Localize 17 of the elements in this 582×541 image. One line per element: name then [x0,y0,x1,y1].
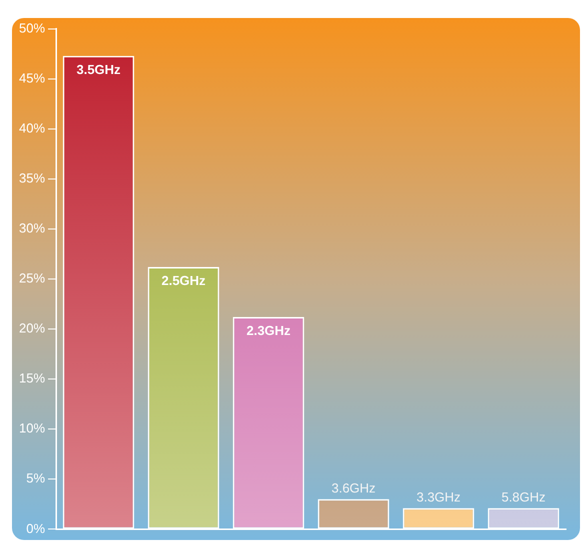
y-tick-label: 20% [18,320,46,336]
y-tick-label: 5% [26,470,46,486]
y-tick-label: 50% [18,20,46,36]
y-tick-label: 25% [18,270,46,286]
y-tick-label: 45% [18,70,46,86]
x-tick-label: 3.5GHz [76,62,122,77]
y-tick-label: 0% [26,520,46,536]
x-tick-label: 2.5GHz [161,273,206,288]
y-tick-label: 30% [18,220,46,236]
y-tick-label: 15% [18,370,46,386]
x-tick-label: 5.8GHz [501,489,546,504]
y-tick-label: 40% [18,120,46,136]
x-tick-label: 2.3GHz [246,323,292,338]
x-tick-label: 3.3GHz [416,489,461,504]
x-tick-label: 3.6GHz [331,480,376,496]
y-tick-label: 35% [18,170,46,186]
y-tick-label: 10% [18,420,46,436]
